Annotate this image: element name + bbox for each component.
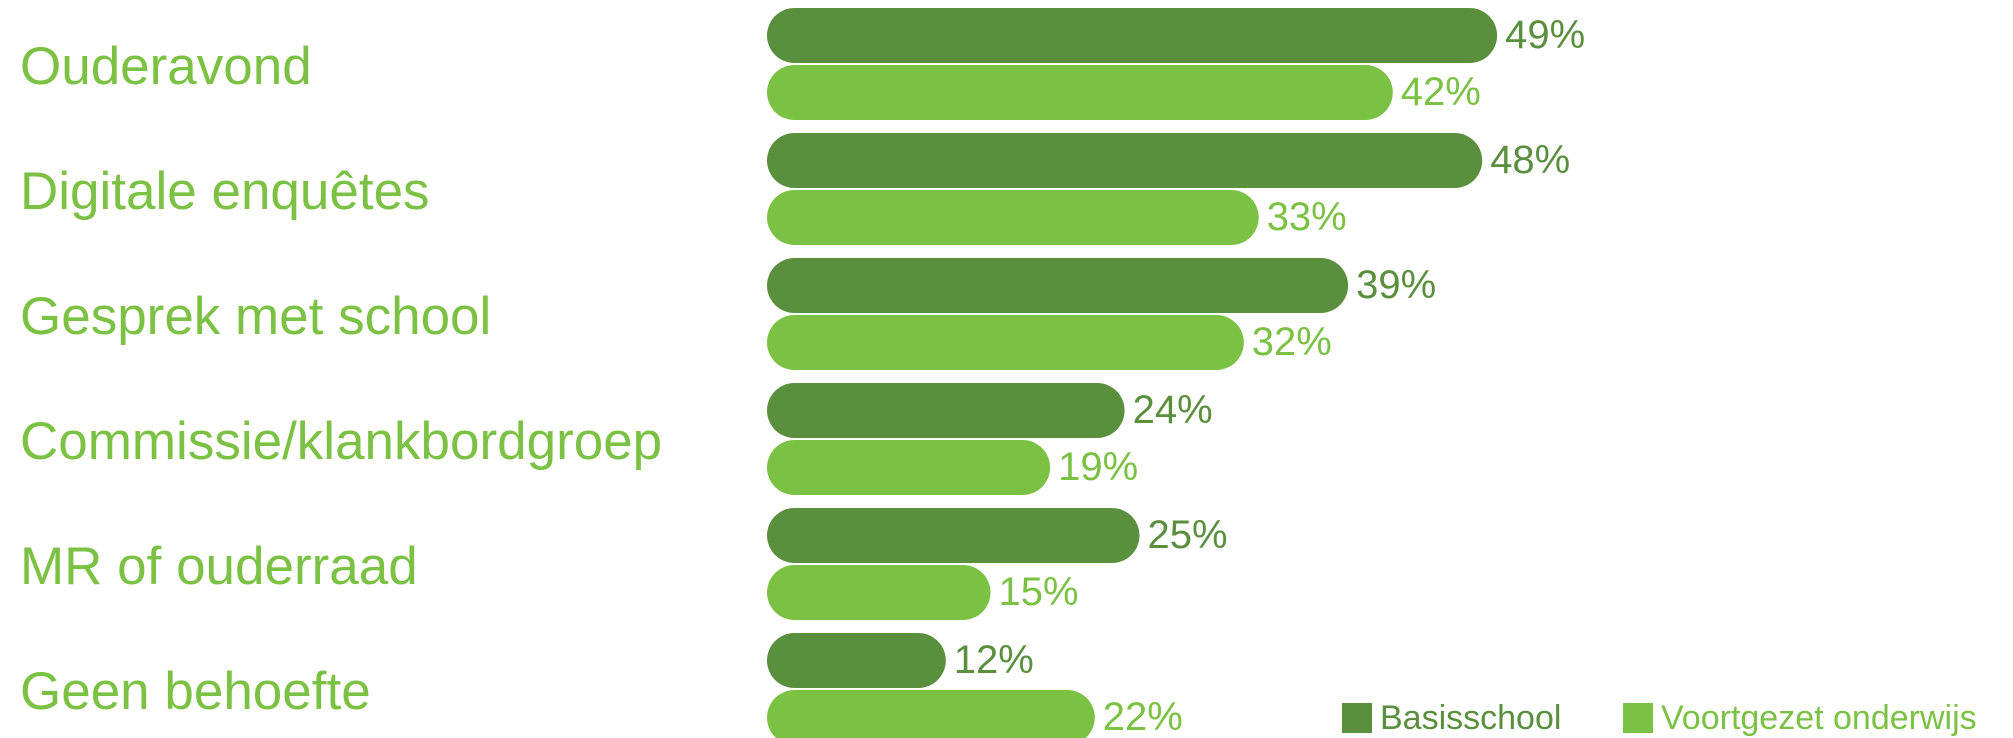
value-labels: 49% 42%48% 33%39% 32% 24% 19%25% 15% 12% 22% [954,13,1585,738]
value-label: 15% [999,570,1079,614]
value-label: 19% [1058,445,1138,489]
value-label: 39% [1356,263,1436,307]
value-label: 48% [1490,138,1570,182]
value-label: 24% [1133,388,1213,432]
bar-voortgezet-onderwijs [767,565,991,620]
legend-label: Voortgezet onderwijs [1661,699,1977,737]
value-label: 32% [1252,320,1332,364]
bar-voortgezet-onderwijs [767,690,1095,738]
bars [767,8,1498,738]
bar-basisschool [767,383,1125,438]
bar-voortgezet-onderwijs [767,315,1244,370]
bar-basisschool [767,258,1349,313]
bar-voortgezet-onderwijs [767,65,1393,120]
legend-swatch [1623,703,1653,733]
legend-swatch [1342,703,1372,733]
category-label: Ouderavond [20,37,312,96]
value-label: 33% [1267,195,1347,239]
category-label: Commissie/klankbordgroep [20,412,662,471]
value-label: 49% [1505,13,1585,57]
bar-basisschool [767,133,1483,188]
bar-basisschool [767,508,1140,563]
category-labels: Ouderavond Digitale enquêtes Gesprek met s… [20,37,662,721]
category-label: Geen behoefte [20,662,371,721]
category-label: Digitale enquêtes [20,162,430,221]
value-label: 25% [1148,513,1228,557]
value-label: 22% [1103,695,1183,738]
value-label: 12% [954,638,1034,682]
bar-voortgezet-onderwijs [767,190,1259,245]
value-label: 42% [1401,70,1481,114]
bar-basisschool [767,8,1498,63]
legend: Basisschool Voortgezet onderwijs [1342,699,1977,737]
bar-voortgezet-onderwijs [767,440,1051,495]
legend-label: Basisschool [1380,699,1561,737]
bar-basisschool [767,633,946,688]
category-label: MR of ouderraad [20,537,418,596]
category-label: Gesprek met school [20,287,491,346]
